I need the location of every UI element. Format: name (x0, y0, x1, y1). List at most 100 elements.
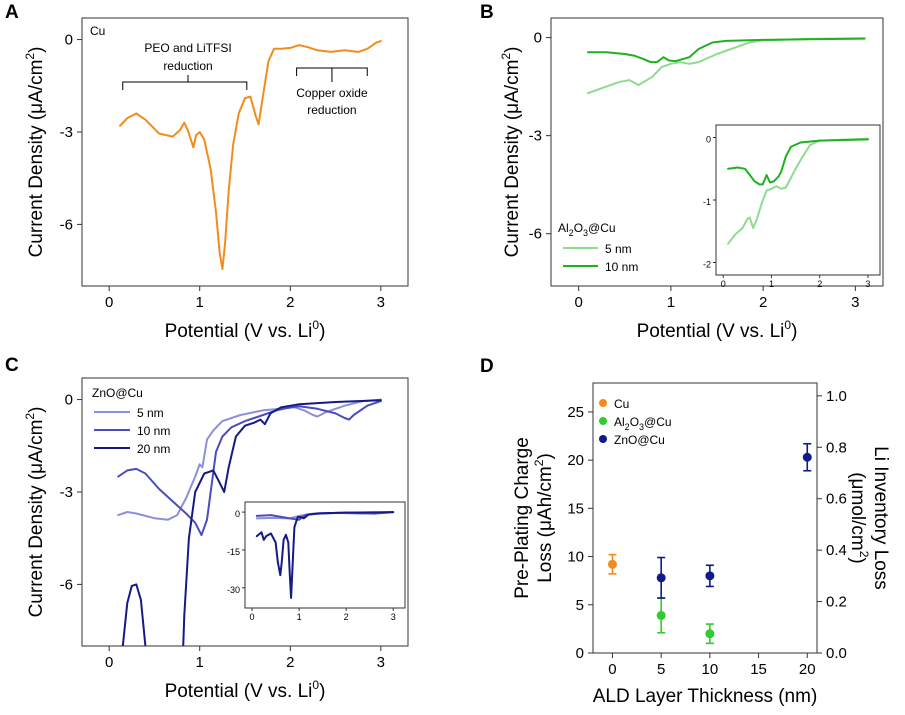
a-annotation-peo-2: reduction (163, 59, 212, 73)
c-series-20-nm-b (182, 399, 382, 646)
panel-label-d: D (480, 356, 494, 377)
d-xtick-label: 15 (750, 661, 767, 678)
a-xtick-label: 0 (105, 294, 113, 311)
a-xtick-label: 3 (377, 294, 385, 311)
b-inset-frame (715, 124, 881, 276)
d-xtick-label: 10 (702, 661, 719, 678)
c-ytick-label: 0 (65, 392, 73, 409)
c-inset-xtick-label: 0 (250, 612, 255, 622)
y-axis-label: Current Density (μA/cm2) (23, 407, 47, 618)
d-point-Cu (607, 559, 617, 569)
c-inset-series-20-nm (255, 511, 395, 599)
c-series-20-nm (121, 583, 147, 646)
b-inset-xtick-label: 1 (769, 279, 774, 289)
d-y2tick-label: 0.8 (826, 439, 847, 456)
b-inset-ytick-label: -1 (703, 197, 711, 207)
c-plot-frame (81, 377, 409, 647)
y2-axis-label-line1: Li Inventory Loss (870, 446, 891, 590)
d-point-ZnO@Cu (705, 571, 715, 581)
a-annotation-peo: PEO and LiTFSI (144, 41, 231, 55)
d-xtick-label: 0 (608, 661, 616, 678)
x-axis-label: Potential (V vs. Li0) (637, 318, 798, 342)
panel-label-b: B (480, 2, 494, 23)
b-series-5-nm (586, 37, 866, 95)
d-legend-label: Al2O3@Cu (614, 415, 672, 432)
panel-label-c: C (5, 355, 19, 376)
b-xtick-label: 0 (574, 294, 582, 311)
x-axis-label: Potential (V vs. Li0) (165, 318, 326, 342)
d-ytick-label: 0 (576, 645, 584, 662)
b-ytick-label: -3 (529, 128, 542, 145)
c-inset-ytick-label: -15 (227, 547, 240, 557)
a-series-Cu (119, 40, 382, 271)
b-inset-xtick-label: 3 (865, 279, 870, 289)
d-plot-frame (592, 382, 818, 654)
d-y2tick-label: 1.0 (826, 388, 847, 405)
a-corner-label: Cu (90, 24, 105, 38)
a-ytick-label: -3 (60, 124, 73, 141)
d-y2tick-label: 0.0 (826, 645, 847, 662)
c-inset-xtick-label: 1 (297, 612, 302, 622)
d-xtick-label: 5 (657, 661, 665, 678)
a-bracket-peo (122, 75, 248, 90)
d-legend-label: Cu (614, 397, 629, 411)
y-axis-label: Current Density (μA/cm2) (499, 47, 523, 258)
d-legend-marker (599, 417, 607, 425)
c-xtick-label: 0 (105, 654, 113, 671)
a-annotation-copper: Copper oxide (296, 86, 368, 100)
d-point-Al2O3@Cu (656, 610, 666, 620)
b-inset-ytick-label: 0 (706, 135, 711, 145)
b-legend-label: 5 nm (605, 242, 632, 256)
a-xtick-label: 2 (286, 294, 294, 311)
d-legend-label: ZnO@Cu (614, 433, 665, 447)
d-ytick-label: 15 (567, 500, 584, 517)
c-legend-title: ZnO@Cu (92, 386, 143, 400)
c-ytick-label: -3 (60, 484, 73, 501)
panel-c: C 0 1 2 3 0 -3 -6 Potential (V vs. Li0) Current … (5, 355, 409, 702)
a-bracket-copper (296, 67, 368, 82)
b-ytick-label: -6 (529, 226, 542, 243)
c-legend-label: 20 nm (137, 442, 170, 456)
b-legend-title: Al2O3@Cu (558, 221, 616, 238)
c-legend-label: 10 nm (137, 424, 170, 438)
b-inset-series-10-nm (727, 138, 869, 186)
c-xtick-label: 1 (196, 654, 204, 671)
d-point-ZnO@Cu (656, 573, 666, 583)
c-xtick-label: 3 (377, 654, 385, 671)
panel-label-a: A (5, 2, 19, 23)
c-inset-curves (255, 511, 395, 599)
d-ytick-label: 25 (567, 404, 584, 421)
d-ytick-label: 20 (567, 452, 584, 469)
c-inset-ytick-label: -30 (227, 585, 240, 595)
c-curves (117, 398, 382, 646)
c-xtick-label: 2 (286, 654, 294, 671)
c-legend-label: 5 nm (137, 406, 164, 420)
c-inset-xtick-label: 2 (344, 612, 349, 622)
y-axis-label-line2: Loss (μAh/cm2) (532, 453, 556, 583)
d-ytick-label: 5 (576, 597, 584, 614)
b-xtick-label: 2 (759, 294, 767, 311)
a-xtick-label: 1 (196, 294, 204, 311)
d-y2tick-label: 0.4 (826, 542, 847, 559)
d-y2tick-label: 0.2 (826, 594, 847, 611)
c-series-5-nm (117, 398, 382, 521)
b-inset-series-5-nm (727, 137, 869, 245)
b-series-10-nm (586, 37, 866, 64)
a-annotation-copper-2: reduction (307, 103, 356, 117)
d-legend-marker (599, 399, 607, 407)
y2-axis-label-line2: (μmol/cm2) (847, 472, 871, 564)
y-axis-label-line1: Pre-Plating Charge (512, 437, 533, 599)
x-axis-label: Potential (V vs. Li0) (165, 678, 326, 702)
a-ytick-label: 0 (65, 32, 73, 49)
b-inset-xtick-label: 2 (817, 279, 822, 289)
d-point-Al2O3@Cu (705, 629, 715, 639)
b-xtick-label: 1 (667, 294, 675, 311)
y-axis-label: Current Density (μA/cm2) (23, 47, 47, 258)
panel-a: A 0 1 2 3 0 -3 -6 Potential (V vs. Li0) Current … (5, 2, 409, 342)
c-inset-ytick-label: 0 (235, 509, 240, 519)
c-series-10-nm (117, 400, 382, 537)
x-axis-label: ALD Layer Thickness (nm) (593, 686, 818, 707)
a-ytick-label: -6 (60, 216, 73, 233)
